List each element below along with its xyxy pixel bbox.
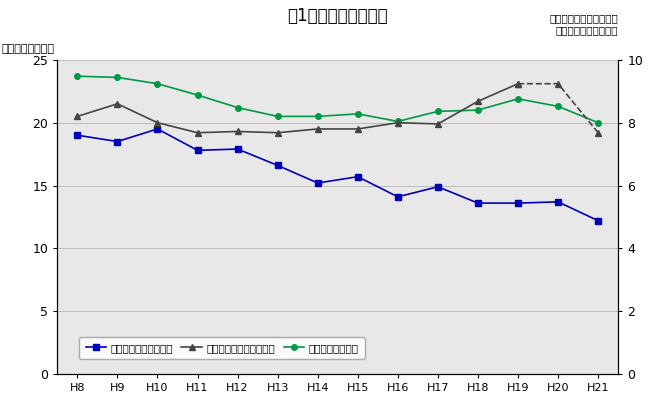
事業所数（千事業所） bbox=[194, 148, 202, 153]
従業者数（万人） bbox=[274, 114, 281, 119]
従業者数（万人） bbox=[514, 96, 522, 101]
事業所数（千事業所） bbox=[554, 200, 562, 204]
製造品出荷額等（兆円） bbox=[434, 122, 442, 126]
従業者数（万人） bbox=[114, 75, 122, 80]
製造品出荷額等（兆円） bbox=[153, 120, 161, 125]
製造品出荷額等（兆円） bbox=[474, 99, 482, 104]
事業所数（千事業所） bbox=[234, 147, 242, 152]
Line: 事業所数（千事業所）: 事業所数（千事業所） bbox=[75, 126, 601, 224]
Line: 従業者数（万人）: 従業者数（万人） bbox=[75, 73, 601, 126]
従業者数（万人） bbox=[434, 109, 442, 114]
製造品出荷額等（兆円） bbox=[114, 102, 122, 106]
従業者数（万人） bbox=[474, 108, 482, 112]
製造品出荷額等（兆円） bbox=[194, 130, 202, 135]
従業者数（万人） bbox=[73, 74, 81, 78]
事業所数（千事業所） bbox=[153, 126, 161, 131]
従業者数（万人） bbox=[354, 112, 361, 116]
事業所数（千事業所） bbox=[434, 184, 442, 189]
Title: 図1　本県工業の推移: 図1 本県工業の推移 bbox=[287, 7, 388, 25]
Legend: 事業所数（千事業所）, 製造品出荷額等（兆円）, 従業者数（万人）: 事業所数（千事業所）, 製造品出荷額等（兆円）, 従業者数（万人） bbox=[79, 337, 365, 359]
製造品出荷額等（兆円） bbox=[314, 126, 322, 131]
Line: 製造品出荷額等（兆円）: 製造品出荷額等（兆円） bbox=[75, 81, 521, 136]
製造品出荷額等（兆円） bbox=[234, 129, 242, 134]
従業者数（万人） bbox=[554, 104, 562, 109]
従業者数（万人） bbox=[394, 119, 402, 124]
従業者数（万人） bbox=[194, 93, 202, 98]
事業所数（千事業所） bbox=[314, 180, 322, 185]
製造品出荷額等（兆円） bbox=[274, 130, 281, 135]
製造品出荷額等（兆円） bbox=[394, 120, 402, 125]
事業所数（千事業所） bbox=[354, 174, 361, 179]
製造品出荷額等（兆円） bbox=[73, 114, 81, 119]
製造品出荷額等（兆円） bbox=[514, 81, 522, 86]
事業所数（千事業所） bbox=[73, 133, 81, 138]
従業者数（万人） bbox=[314, 114, 322, 119]
Text: 製造品出荷額等（兆円）
事業所数（千事業所）: 製造品出荷額等（兆円） 事業所数（千事業所） bbox=[549, 13, 618, 35]
事業所数（千事業所） bbox=[274, 163, 281, 168]
従業者数（万人） bbox=[234, 105, 242, 110]
事業所数（千事業所） bbox=[394, 194, 402, 199]
事業所数（千事業所） bbox=[114, 139, 122, 144]
製造品出荷額等（兆円） bbox=[354, 126, 361, 131]
従業者数（万人） bbox=[153, 81, 161, 86]
事業所数（千事業所） bbox=[594, 218, 602, 223]
Text: 従業者数（万人）: 従業者数（万人） bbox=[1, 44, 54, 54]
事業所数（千事業所） bbox=[514, 201, 522, 206]
事業所数（千事業所） bbox=[474, 201, 482, 206]
従業者数（万人） bbox=[594, 120, 602, 125]
